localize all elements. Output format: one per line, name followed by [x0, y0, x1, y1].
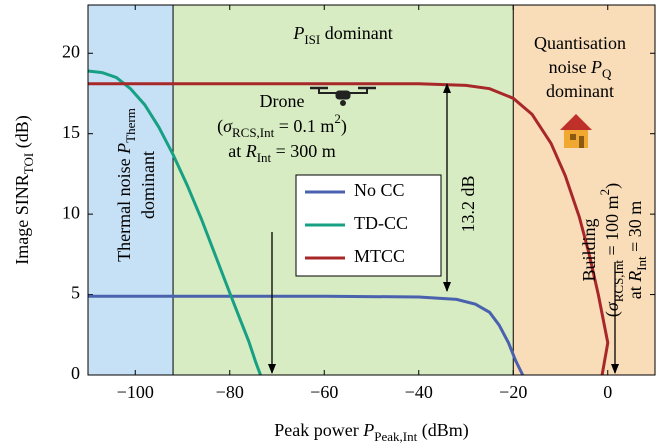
text-part: )	[602, 183, 623, 189]
text-part: = 300 m	[271, 141, 336, 161]
text-part: = 0.1 m	[274, 116, 334, 136]
annotation: Building(σRCS,Int = 100 m2)at RInt = 30 …	[579, 183, 649, 317]
text-part: = 30 m	[625, 201, 645, 257]
y-tick-label: 20	[62, 41, 80, 61]
annotation-line: (σRCS,Int = 100 m2)	[597, 183, 626, 317]
house-icon	[560, 114, 592, 148]
text-part: (dBm)	[417, 420, 469, 441]
text-part: 13.2 dB	[458, 175, 478, 232]
subscript: Therm	[123, 108, 138, 143]
line-series	[88, 82, 610, 376]
text-part: P	[292, 23, 304, 43]
superscript: 2	[597, 189, 612, 196]
text-part: P	[362, 420, 374, 440]
annotation: Drone(σRCS,Int = 0.1 m2)at RInt = 300 m	[217, 91, 347, 165]
annotation: PISI dominant	[292, 23, 392, 47]
text-part: Thermal noise	[114, 154, 134, 262]
annotation-line: noise PQ	[549, 57, 613, 81]
subscript: RCS,Int	[232, 125, 275, 140]
y-axis-label: Image SINRTOI (dB)	[12, 115, 36, 264]
annotation-line: at RInt = 300 m	[228, 141, 336, 165]
text-part: Quantisation	[534, 33, 626, 53]
text-part: Peak power	[274, 420, 363, 440]
region	[88, 5, 174, 375]
annotation-line: Building	[579, 218, 599, 281]
annotation-line: at RInt = 30 m	[625, 201, 649, 300]
y-tick-label: 0	[71, 363, 80, 383]
annotation-line: (σRCS,Int = 0.1 m2)	[217, 111, 347, 140]
text-part: P	[114, 143, 134, 155]
x-axis-label: Peak power PPeak,Int (dBm)	[274, 420, 468, 444]
text-part: σ	[602, 301, 622, 311]
text-part: Building	[579, 218, 599, 281]
x-tick-label: −20	[499, 382, 527, 402]
annotation-line: PISI dominant	[292, 23, 392, 47]
subscript: Q	[602, 66, 612, 81]
line-series	[87, 69, 262, 376]
text-part: at	[625, 282, 645, 300]
x-tick-label: −60	[310, 382, 338, 402]
annotation-line: Thermal noise PTherm	[114, 108, 138, 262]
plot	[87, 4, 656, 376]
subscript: TOI	[21, 153, 36, 174]
text-part: at	[228, 141, 246, 161]
annotation: 13.2 dB	[458, 175, 478, 232]
superscript: 2	[334, 111, 341, 126]
drone-icon	[310, 86, 376, 106]
legend: No CC TD-CC MTCC	[295, 174, 442, 277]
region	[513, 5, 655, 375]
y-tick-label: 15	[62, 122, 80, 142]
text-part: R	[625, 271, 645, 283]
annotation-line: Drone	[260, 91, 305, 111]
text-part: )	[341, 116, 347, 137]
y-tick-label: 10	[62, 202, 80, 222]
subscript: Int	[634, 256, 649, 271]
plot-frame	[87, 4, 656, 376]
y-tick-label: 5	[71, 283, 80, 303]
annotation-line: 13.2 dB	[458, 175, 478, 232]
x-tick-label: −100	[117, 382, 154, 402]
text-part: = 100 m	[602, 195, 622, 260]
subscript: Peak,Int	[374, 429, 417, 444]
text-part: Image SINR	[12, 174, 32, 264]
text-part: (	[217, 116, 223, 137]
legend-label: No CC	[354, 180, 405, 200]
text-part: R	[245, 141, 257, 161]
text-part: (	[602, 311, 623, 317]
text-part: dominant	[546, 81, 614, 101]
legend-label: MTCC	[354, 246, 405, 266]
text-part: P	[590, 57, 602, 77]
text-part: Drone	[260, 91, 305, 111]
x-tick-label: 0	[603, 382, 612, 402]
text-part: σ	[223, 116, 233, 136]
line-series	[88, 294, 525, 376]
text-part: noise	[549, 57, 592, 77]
x-tick-label: −40	[405, 382, 433, 402]
text-part: dominant	[138, 151, 158, 219]
annotation-line: dominant	[546, 81, 614, 101]
annotation-line: dominant	[138, 151, 158, 219]
legend-label: TD-CC	[354, 213, 408, 233]
text-part: (dB)	[12, 115, 33, 153]
subscript: ISI	[304, 32, 320, 47]
subscript: Int	[257, 150, 272, 165]
annotation-line: Quantisation	[534, 33, 626, 53]
x-tick-label: −80	[216, 382, 244, 402]
text-part: dominant	[320, 23, 393, 43]
subscript: RCS,Int	[611, 260, 626, 303]
